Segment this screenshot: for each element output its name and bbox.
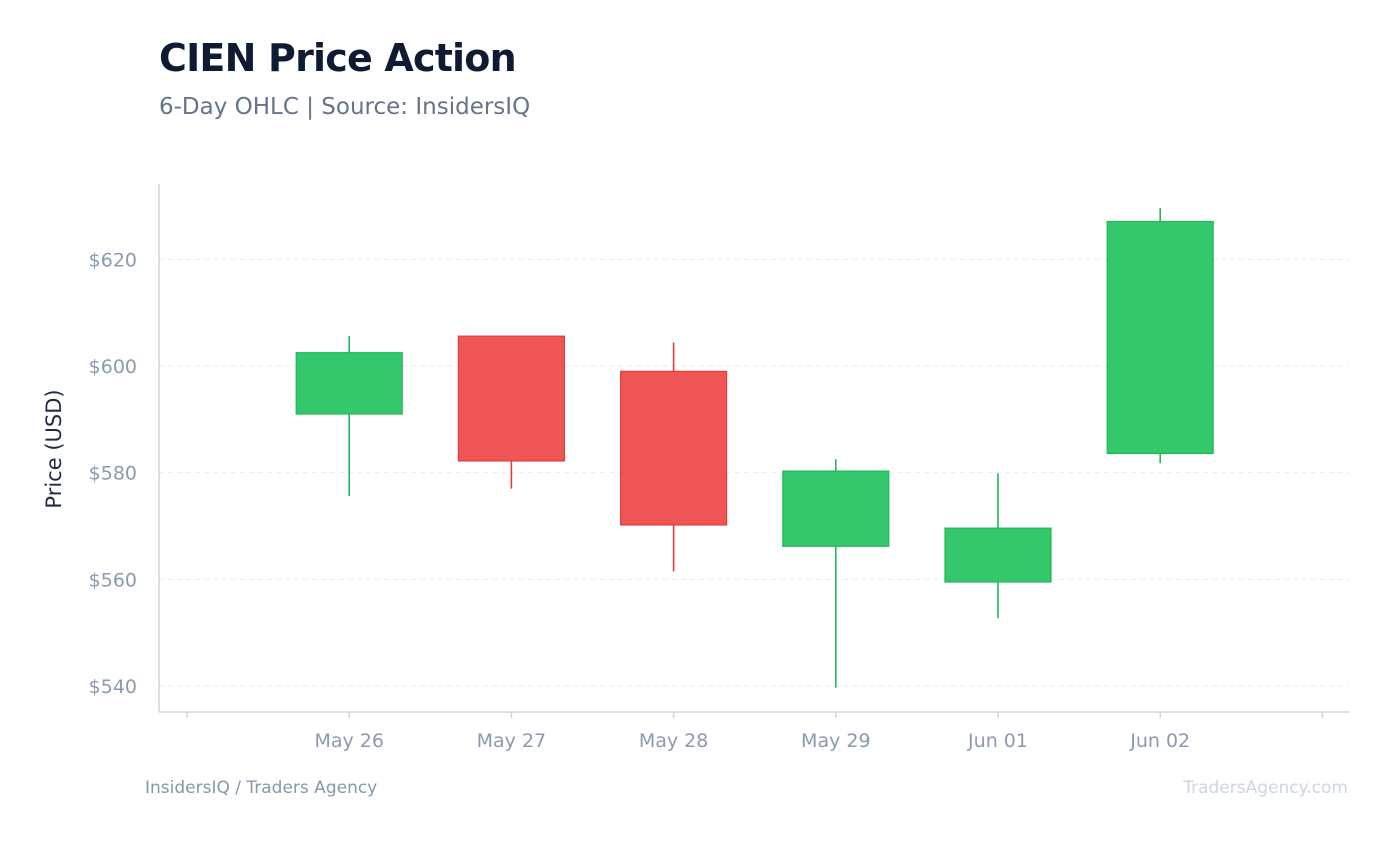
x-tick-label: May 26 — [314, 730, 384, 752]
y-axis-label: Price (USD) — [42, 389, 66, 508]
x-tick-label: May 28 — [639, 730, 709, 752]
candle-body — [457, 335, 565, 462]
footer-watermark: TradersAgency.com — [1183, 778, 1348, 798]
candle-body — [782, 470, 890, 547]
y-tick-label: $540 — [89, 676, 137, 698]
y-axis-ticks: $540 $560 $580 $600 $620 — [89, 249, 137, 698]
candle — [944, 473, 1052, 619]
y-tick-label: $620 — [89, 249, 137, 271]
candle-body — [944, 527, 1052, 583]
x-tick-label: Jun 01 — [967, 730, 1028, 752]
x-tick-label: May 27 — [477, 730, 547, 752]
candle — [1106, 208, 1214, 464]
candles — [295, 208, 1214, 688]
y-tick-label: $560 — [89, 569, 137, 591]
candle — [782, 459, 890, 688]
candle-body — [295, 352, 403, 415]
y-tick-label: $580 — [89, 463, 137, 485]
candle — [295, 336, 403, 497]
footer-credit: InsidersIQ / Traders Agency — [145, 778, 378, 798]
chart-title: CIEN Price Action — [159, 36, 517, 80]
candle-body — [1106, 220, 1214, 455]
x-tick-label: Jun 02 — [1129, 730, 1190, 752]
x-tick-label: May 29 — [801, 730, 871, 752]
y-tick-label: $600 — [89, 356, 137, 378]
candle — [457, 335, 565, 489]
x-axis-ticks: May 26 May 27 May 28 May 29 Jun 01 Jun 02 — [186, 712, 1324, 752]
candle — [619, 342, 728, 572]
axes — [158, 184, 1349, 713]
candle-body — [619, 370, 728, 526]
chart-subtitle: 6-Day OHLC | Source: InsidersIQ — [159, 94, 531, 120]
